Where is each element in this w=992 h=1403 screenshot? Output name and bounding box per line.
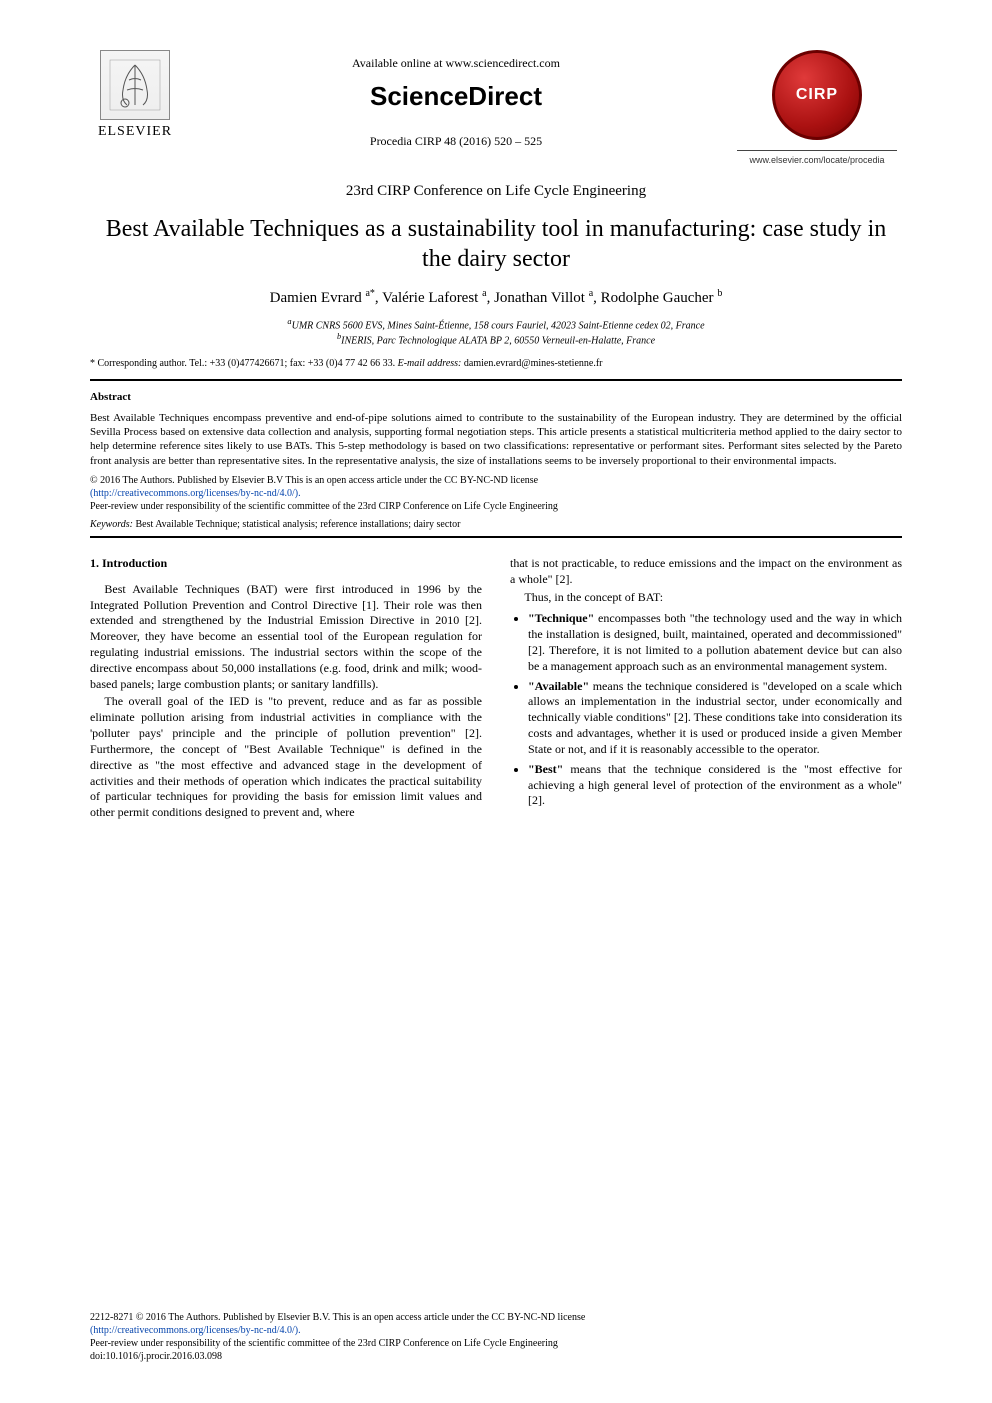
keywords-line: Keywords: Best Available Technique; stat… [90,519,902,530]
bat-best-body: means that the technique considered is t… [528,762,902,808]
affiliation-a: aUMR CNRS 5600 EVS, Mines Saint-Étienne,… [90,317,902,332]
center-header: Available online at www.sciencedirect.co… [180,50,732,149]
bat-technique-label: "Technique" [528,611,594,625]
right-column: that is not practicable, to reduce emiss… [510,556,902,823]
footer-peer-review: Peer-review under responsibility of the … [90,1338,558,1349]
header-row: ELSEVIER Available online at www.science… [90,50,902,165]
bat-item-technique: "Technique" encompasses both "the techno… [528,611,902,674]
affiliation-b: bINERIS, Parc Technologique ALATA BP 2, … [90,332,902,347]
bat-item-best: "Best" means that the technique consider… [528,762,902,809]
paper-title: Best Available Techniques as a sustainab… [90,214,902,274]
bat-available-label: "Available" [528,679,589,693]
cirp-badge-icon: CIRP [772,50,862,140]
divider-above-abstract [90,379,902,381]
left-column: 1. Introduction Best Available Technique… [90,556,482,823]
bat-best-label: "Best" [528,762,563,776]
journal-citation: Procedia CIRP 48 (2016) 520 – 525 [180,134,732,149]
intro-para-2-cont: that is not practicable, to reduce emiss… [510,556,902,588]
elsevier-logo: ELSEVIER [90,50,180,140]
intro-para-3: Thus, in the concept of BAT: [510,590,902,606]
footer-doi: doi:10.1016/j.procir.2016.03.098 [90,1351,222,1362]
page-footer: 2212-8271 © 2016 The Authors. Published … [90,1311,902,1363]
divider-below-keywords [90,536,902,538]
keywords-label: Keywords: [90,519,133,530]
available-online-text: Available online at www.sciencedirect.co… [180,56,732,71]
body-columns: 1. Introduction Best Available Technique… [90,556,902,823]
bat-item-available: "Available" means the technique consider… [528,679,902,758]
conference-name: 23rd CIRP Conference on Life Cycle Engin… [90,183,902,200]
keywords-text: Best Available Technique; statistical an… [133,519,460,530]
license-link[interactable]: (http://creativecommons.org/licenses/by-… [90,488,301,499]
copyright-block: © 2016 The Authors. Published by Elsevie… [90,474,902,513]
bat-definition-list: "Technique" encompasses both "the techno… [510,611,902,809]
section-1-heading: 1. Introduction [90,556,482,572]
abstract-heading: Abstract [90,391,902,403]
locate-url: www.elsevier.com/locate/procedia [749,155,884,165]
footer-license-link[interactable]: (http://creativecommons.org/licenses/by-… [90,1325,301,1336]
intro-para-2: The overall goal of the IED is "to preve… [90,694,482,821]
elsevier-tree-icon [100,50,170,120]
affiliations: aUMR CNRS 5600 EVS, Mines Saint-Étienne,… [90,317,902,348]
elsevier-name: ELSEVIER [98,124,172,140]
footer-issn-line: 2212-8271 © 2016 The Authors. Published … [90,1312,585,1323]
copyright-line1: © 2016 The Authors. Published by Elsevie… [90,475,538,486]
cirp-logo-block: CIRP www.elsevier.com/locate/procedia [732,50,902,165]
authors-line: Damien Evrard a*, Valérie Laforest a, Jo… [90,288,902,307]
intro-para-1: Best Available Techniques (BAT) were fir… [90,582,482,693]
logo-divider [737,150,897,151]
corresponding-author: * Corresponding author. Tel.: +33 (0)477… [90,358,902,369]
abstract-body: Best Available Techniques encompass prev… [90,411,902,468]
sciencedirect-logo: ScienceDirect [180,81,732,112]
peer-review-line: Peer-review under responsibility of the … [90,501,558,512]
